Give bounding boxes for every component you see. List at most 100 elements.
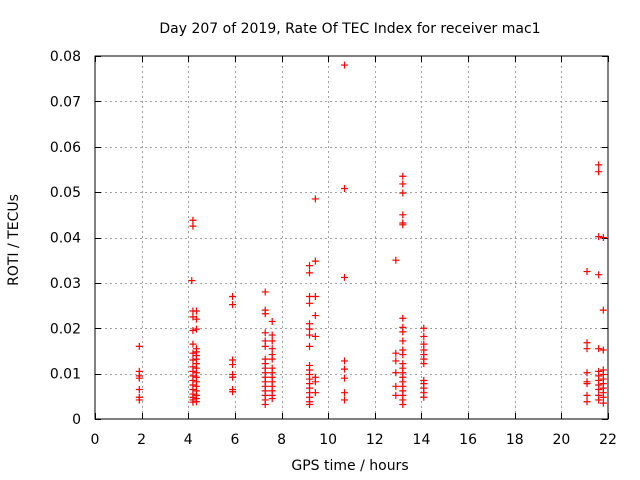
data-point xyxy=(229,373,237,381)
data-point xyxy=(420,340,428,348)
data-point xyxy=(306,400,314,408)
data-point xyxy=(229,361,237,369)
data-point xyxy=(229,388,237,396)
data-point xyxy=(306,262,314,270)
data-point xyxy=(399,351,407,359)
data-point xyxy=(189,356,197,364)
data-point xyxy=(392,382,400,390)
x-tick-label: 22 xyxy=(599,432,617,448)
data-point xyxy=(420,393,428,401)
data-point xyxy=(583,398,591,406)
y-tick-label: 0.08 xyxy=(50,49,81,65)
data-point xyxy=(341,273,349,281)
data-point xyxy=(311,312,319,320)
data-point xyxy=(399,337,407,345)
y-tick-label: 0.06 xyxy=(50,140,81,156)
data-point xyxy=(311,257,319,265)
y-axis-label: ROTI / TECUs xyxy=(6,194,22,286)
x-tick-label: 16 xyxy=(459,432,477,448)
data-point xyxy=(268,331,276,339)
data-point xyxy=(599,393,607,401)
data-point xyxy=(306,342,314,350)
x-axis-label: GPS time / hours xyxy=(291,458,408,474)
data-point xyxy=(583,391,591,399)
data-point xyxy=(189,340,197,348)
data-point xyxy=(306,299,314,307)
data-point xyxy=(595,161,603,169)
data-point xyxy=(311,195,319,203)
y-tick-label: 0.03 xyxy=(50,276,81,292)
axis-ticks xyxy=(95,56,609,420)
x-tick-label: 2 xyxy=(137,432,146,448)
data-point xyxy=(420,324,428,332)
grid-lines xyxy=(95,56,608,419)
data-point xyxy=(599,399,607,407)
data-point xyxy=(229,301,237,309)
data-point xyxy=(399,180,407,188)
data-point xyxy=(341,184,349,192)
data-point xyxy=(341,396,349,404)
data-point xyxy=(311,332,319,340)
data-point xyxy=(583,339,591,347)
data-point xyxy=(192,398,200,406)
data-point xyxy=(392,369,400,377)
data-point xyxy=(135,342,143,350)
data-point xyxy=(392,349,400,357)
data-point xyxy=(229,292,237,300)
data-point xyxy=(583,345,591,353)
data-point xyxy=(135,374,143,382)
data-point xyxy=(311,292,319,300)
data-point xyxy=(189,327,197,335)
data-point xyxy=(399,189,407,197)
x-tick-labels: 0 2 4 6 8 10 12 14 16 18 20 22 xyxy=(91,432,617,448)
y-tick-label: 0.01 xyxy=(50,367,81,383)
data-point xyxy=(268,355,276,363)
data-point xyxy=(595,386,603,394)
data-point xyxy=(399,172,407,180)
data-point xyxy=(595,233,603,241)
data-points xyxy=(135,61,607,408)
data-point xyxy=(341,365,349,373)
x-tick-label: 12 xyxy=(366,432,384,448)
data-point xyxy=(583,369,591,377)
x-tick-label: 8 xyxy=(277,432,286,448)
data-point xyxy=(420,332,428,340)
data-point xyxy=(261,288,269,296)
data-point xyxy=(261,342,269,350)
data-point xyxy=(341,357,349,365)
data-point xyxy=(192,307,200,315)
data-point xyxy=(595,271,603,279)
data-point xyxy=(341,389,349,397)
x-tick-label: 0 xyxy=(91,432,100,448)
data-point xyxy=(261,310,269,318)
data-point xyxy=(599,234,607,241)
data-point xyxy=(583,268,591,276)
data-point xyxy=(306,331,314,339)
data-point xyxy=(399,221,407,229)
data-point xyxy=(135,396,143,404)
data-point xyxy=(268,337,276,345)
data-point xyxy=(399,314,407,322)
x-tick-label: 10 xyxy=(319,432,337,448)
data-point xyxy=(595,168,603,176)
data-point xyxy=(306,269,314,277)
data-point xyxy=(341,374,349,382)
x-tick-label: 20 xyxy=(552,432,570,448)
data-point xyxy=(311,389,319,397)
data-point xyxy=(306,325,314,333)
data-point xyxy=(392,391,400,399)
data-point xyxy=(188,277,196,285)
y-tick-label: 0.02 xyxy=(50,321,81,337)
data-point xyxy=(595,396,603,404)
data-point xyxy=(399,400,407,408)
data-point xyxy=(268,395,276,403)
data-point xyxy=(189,216,197,224)
data-point xyxy=(268,317,276,325)
data-point xyxy=(192,325,200,333)
data-point xyxy=(261,400,269,408)
x-tick-label: 6 xyxy=(230,432,239,448)
data-point xyxy=(192,315,200,323)
data-point xyxy=(392,256,400,264)
data-point xyxy=(261,329,269,337)
